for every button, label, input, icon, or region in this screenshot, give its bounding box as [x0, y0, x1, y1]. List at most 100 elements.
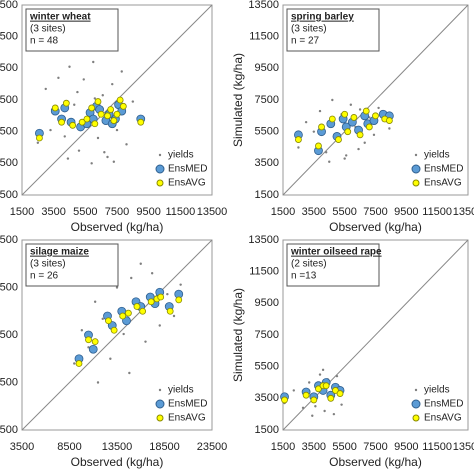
- y-tick-label: 13500: [248, 0, 279, 11]
- data-point: [341, 110, 349, 118]
- data-point: [331, 98, 334, 102]
- data-point: [295, 136, 302, 143]
- legend-marker: [155, 164, 165, 174]
- y-tick-label: 9500: [255, 62, 279, 74]
- data-point: [318, 109, 322, 113]
- data-point: [365, 123, 373, 131]
- legend-label: yields: [424, 385, 450, 396]
- legend-label: EnsAVG: [168, 413, 206, 424]
- x-tick-label: 1500: [271, 441, 295, 453]
- x-tick-label: 3500: [10, 441, 34, 453]
- annotation: (3 sites): [291, 24, 327, 35]
- data-point: [106, 155, 109, 159]
- data-point: [62, 99, 70, 107]
- y-tick-label: 3500: [255, 157, 279, 169]
- data-point: [88, 344, 98, 354]
- annotation: (3 sites): [30, 24, 66, 35]
- legend-marker: [412, 179, 420, 187]
- data-point: [357, 147, 360, 151]
- legend-label: EnsMED: [168, 399, 207, 410]
- x-tick-label: 5500: [332, 441, 356, 453]
- legend-label: EnsAVG: [424, 178, 462, 189]
- data-point: [51, 104, 59, 112]
- annotation: winter wheat: [29, 12, 91, 23]
- data-point: [385, 117, 393, 124]
- x-axis-title: Observed (kg/ha): [71, 220, 164, 234]
- data-point: [335, 136, 342, 143]
- plot-frame: [21, 4, 213, 196]
- data-point: [63, 135, 66, 138]
- annotation: n = 48: [30, 36, 59, 47]
- legend-label: yields: [168, 150, 194, 161]
- x-tick-label: 5500: [73, 206, 97, 218]
- data-point: [139, 307, 147, 315]
- data-point: [327, 394, 335, 402]
- y-tick-label: 7500: [255, 329, 279, 341]
- data-point: [119, 102, 127, 110]
- annotation: silage maize: [30, 247, 89, 258]
- legend-marker: [155, 399, 165, 409]
- data-point: [308, 381, 311, 384]
- x-tick-label: 9500: [136, 206, 160, 218]
- data-point: [101, 94, 104, 97]
- data-point: [179, 283, 182, 286]
- data-point: [120, 70, 123, 73]
- annotation: (2 sites): [291, 259, 327, 270]
- data-point: [158, 324, 161, 327]
- data-point: [131, 100, 135, 103]
- y-tick-label: 9500: [0, 62, 18, 74]
- x-tick-label: 9500: [394, 206, 418, 218]
- x-tick-label: 13500: [197, 206, 228, 218]
- data-point: [44, 87, 47, 91]
- x-tick-label: 23500: [197, 441, 228, 453]
- data-point: [139, 262, 142, 265]
- annotation-box: [25, 8, 119, 52]
- data-point: [49, 128, 52, 132]
- y-tick-label: 23500: [0, 234, 18, 246]
- data-point: [345, 154, 348, 157]
- data-point: [88, 104, 96, 112]
- legend-label: yields: [424, 150, 450, 161]
- data-point: [66, 157, 70, 160]
- legend-marker: [411, 399, 421, 409]
- data-point: [78, 118, 86, 126]
- y-tick-label: 3500: [255, 392, 279, 404]
- data-point: [322, 382, 330, 390]
- x-tick-label: 7500: [105, 206, 129, 218]
- y-tick-label: 3500: [0, 424, 18, 436]
- x-tick-label: 3500: [41, 206, 65, 218]
- data-point: [310, 396, 318, 404]
- data-point: [103, 151, 106, 154]
- y-tick-label: 13500: [248, 234, 279, 246]
- y-tick-label: 9500: [255, 297, 279, 309]
- legend-label: yields: [168, 385, 194, 396]
- x-axis-title: Observed (kg/ha): [329, 220, 422, 234]
- data-point: [323, 409, 326, 413]
- data-point: [332, 387, 339, 394]
- data-point: [57, 76, 60, 80]
- legend-label: EnsMED: [168, 164, 207, 175]
- data-point: [93, 300, 97, 303]
- data-point: [304, 120, 308, 124]
- x-tick-label: 13500: [453, 206, 474, 218]
- data-point: [68, 65, 71, 68]
- y-tick-label: 11500: [249, 266, 279, 278]
- data-point: [36, 141, 40, 144]
- x-tick-label: 11500: [165, 206, 195, 218]
- data-point: [93, 97, 97, 100]
- data-point: [166, 292, 169, 296]
- data-point: [157, 293, 165, 301]
- x-tick-label: 11500: [422, 206, 452, 218]
- data-point: [128, 371, 131, 375]
- annotation-box: [25, 243, 119, 287]
- data-point: [115, 128, 119, 132]
- data-point: [281, 396, 288, 404]
- data-point: [90, 162, 93, 165]
- one-to-one-line: [21, 239, 213, 431]
- y-tick-label: 7500: [0, 94, 18, 106]
- data-point: [110, 117, 118, 124]
- data-point: [133, 303, 141, 310]
- annotation: spring barley: [291, 12, 354, 23]
- data-point: [109, 357, 112, 360]
